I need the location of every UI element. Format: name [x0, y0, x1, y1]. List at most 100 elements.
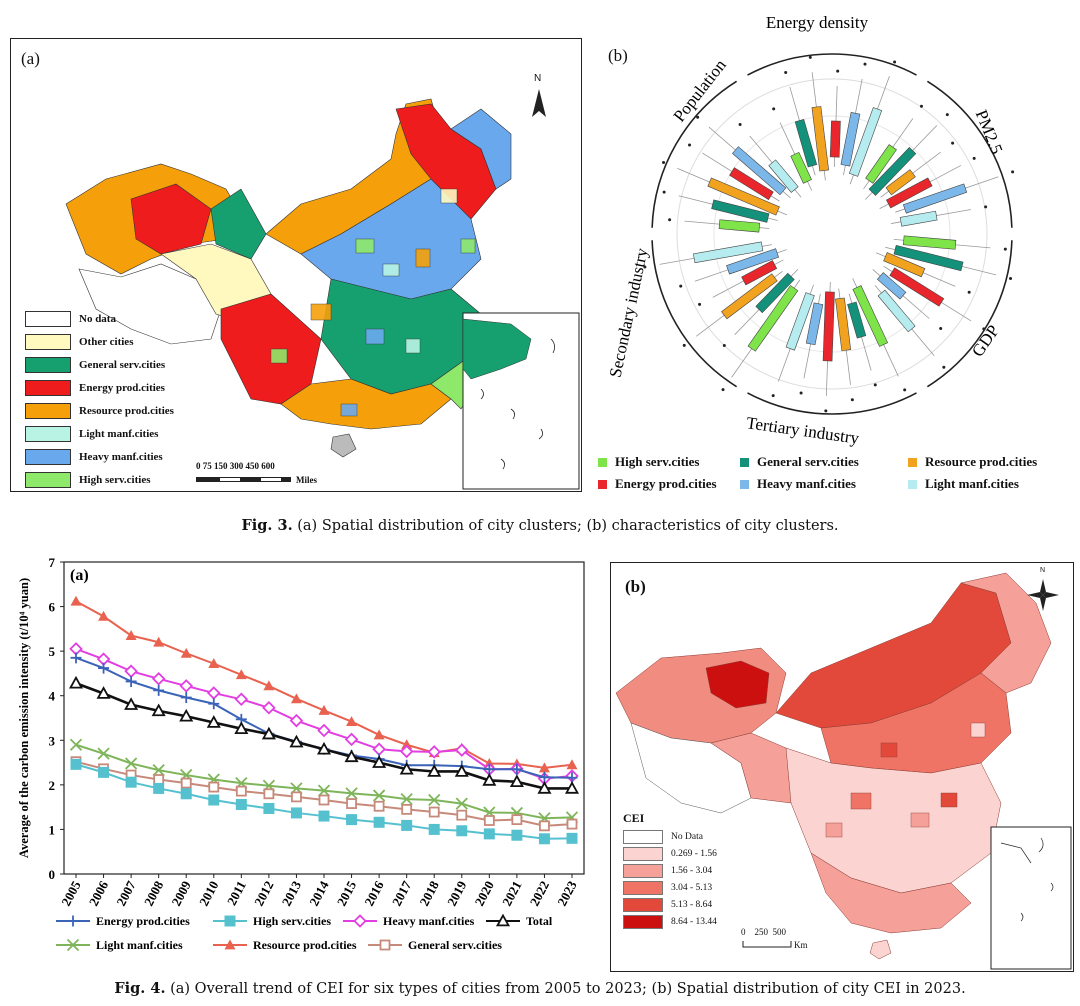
radial-outlier — [836, 69, 840, 73]
data-point — [566, 832, 578, 844]
data-point — [539, 820, 550, 832]
data-point — [373, 816, 385, 828]
legend-b-swatch — [908, 479, 917, 489]
cei-north-label: N — [1040, 567, 1046, 574]
radial-outlier — [688, 143, 692, 147]
radial-box — [729, 167, 774, 201]
y-tick-label: 1 — [49, 822, 56, 837]
legend-b-swatch — [740, 457, 749, 467]
data-point — [97, 747, 110, 760]
data-point — [291, 791, 302, 803]
legend-label: Total — [526, 914, 553, 928]
legend-swatch — [25, 448, 71, 465]
data-point — [234, 721, 249, 734]
legend-entry: Heavy manf.cities — [343, 914, 475, 928]
data-point — [379, 939, 391, 951]
data-point — [124, 757, 138, 770]
legend-label: Light manf.cities — [96, 938, 183, 952]
radial-axis-label: Tertiary industry — [745, 413, 861, 448]
data-point — [180, 788, 192, 800]
radial-box — [865, 144, 897, 184]
radial-box — [747, 285, 799, 352]
legend-b-swatch — [598, 479, 607, 489]
scale-unit: Miles — [296, 475, 317, 485]
data-point — [68, 675, 84, 689]
data-point — [179, 679, 193, 693]
x-tick-label: 2021 — [499, 878, 524, 908]
fig4b-label: (b) — [625, 577, 646, 596]
cei-legend-label: 5.13 - 8.64 — [671, 899, 713, 910]
radial-box — [883, 252, 926, 278]
cei-legend-label: 1.56 - 3.04 — [671, 865, 713, 876]
legend-swatch — [25, 379, 71, 396]
data-point — [372, 755, 387, 768]
radial-box — [885, 177, 933, 209]
data-point — [346, 716, 358, 726]
data-point — [69, 738, 83, 751]
data-point — [180, 647, 192, 658]
legend-label: General serv.cities — [408, 938, 502, 952]
legend-b-label: High serv.cities — [615, 454, 700, 469]
cei-legend-swatch — [623, 846, 663, 861]
radial-box — [711, 199, 770, 223]
radial-outlier — [679, 284, 683, 288]
radial-outlier — [696, 115, 700, 119]
radial-box — [741, 260, 778, 286]
radial-outlier — [824, 409, 828, 413]
data-point — [372, 789, 386, 802]
data-point — [511, 814, 523, 826]
radial-outlier — [863, 62, 867, 66]
legend-label: Other cities — [79, 335, 134, 348]
data-point — [234, 692, 249, 707]
data-point — [483, 828, 495, 840]
radial-box — [790, 151, 812, 184]
radial-box — [848, 107, 883, 177]
data-point — [263, 788, 275, 800]
map-inset-coast — [462, 318, 532, 380]
radial-box — [726, 248, 780, 275]
data-point — [207, 686, 221, 700]
radial-outlier — [919, 104, 923, 108]
radial-box — [893, 244, 964, 272]
legend-label: Light manf.cities — [79, 427, 159, 440]
legend-entry: General serv.cities — [368, 938, 502, 952]
map-region-northeast-blue — [450, 108, 512, 190]
radial-box — [707, 177, 780, 216]
data-point — [317, 784, 331, 797]
radial-box — [755, 272, 795, 314]
cei-legend-title: CEI — [623, 811, 645, 825]
legend-label: Energy prod.cities — [96, 914, 190, 928]
radial-outer-ring — [676, 78, 988, 390]
data-point — [495, 913, 511, 927]
legend-item: Resource prod.cities — [25, 399, 174, 422]
scale-ticks: 0 75 150 300 450 600 — [196, 461, 275, 471]
data-point — [124, 664, 138, 678]
fig4-panel-b: (b) N 0 250 500 K — [610, 562, 1074, 972]
data-point — [98, 766, 110, 778]
cei-scale-unit: Km — [794, 940, 808, 950]
map-region-tibet-nodata — [78, 263, 222, 345]
radial-outlier — [698, 302, 702, 306]
radial-box — [768, 159, 799, 193]
data-point — [317, 723, 331, 738]
data-point — [208, 658, 220, 669]
data-point — [235, 798, 247, 810]
data-point — [125, 675, 137, 687]
fig3a-legend: No data Other cities General serv.cities En… — [25, 307, 174, 491]
data-point — [455, 743, 469, 757]
radial-box — [847, 301, 867, 339]
cei-inset-frame — [990, 826, 1072, 970]
map-small-regions — [270, 188, 476, 417]
radial-outlier — [738, 122, 742, 126]
data-point — [344, 749, 359, 763]
legend-item: General serv.cities — [25, 353, 174, 376]
cei-legend-item: 5.13 - 8.64 — [623, 896, 717, 913]
fig4-caption: Fig. 4. (a) Overall trend of CEI for six… — [0, 980, 1080, 997]
radial-box — [899, 210, 938, 227]
x-tick-label: 2006 — [86, 878, 112, 908]
data-point — [318, 794, 330, 806]
scale-bar — [196, 477, 291, 482]
data-point — [353, 914, 367, 928]
cei-small-regions — [825, 722, 986, 838]
data-point — [151, 672, 166, 686]
